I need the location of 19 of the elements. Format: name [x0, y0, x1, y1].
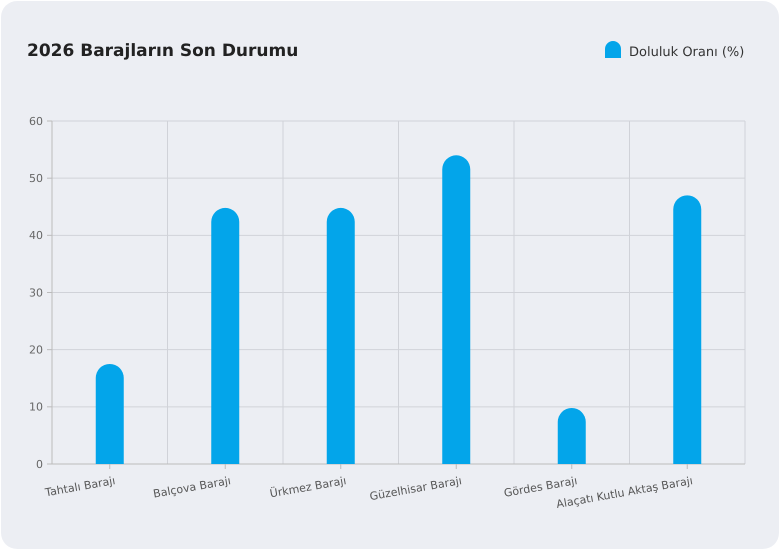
x-tick-label: Balçova Barajı — [152, 474, 232, 501]
x-tick-label: Tahtalı Barajı — [43, 474, 116, 500]
bar — [558, 408, 586, 464]
legend-label: Doluluk Oranı (%) — [629, 45, 744, 60]
y-tick-label: 0 — [36, 458, 43, 471]
bar — [673, 195, 702, 464]
bar — [326, 208, 355, 464]
y-tick-label: 40 — [29, 229, 43, 242]
y-tick-label: 20 — [29, 344, 43, 357]
x-tick-label: Ürkmez Barajı — [268, 473, 348, 500]
chart-title: 2026 Barajların Son Durumu — [27, 41, 298, 61]
bar — [96, 364, 124, 464]
y-tick-label: 50 — [29, 172, 43, 186]
bar — [211, 208, 240, 464]
y-tick-label: 30 — [29, 286, 43, 300]
x-tick-label: Güzelhisar Barajı — [368, 474, 463, 504]
bar — [442, 155, 470, 464]
y-tick-label: 10 — [29, 400, 43, 414]
y-tick-label: 60 — [29, 114, 43, 128]
